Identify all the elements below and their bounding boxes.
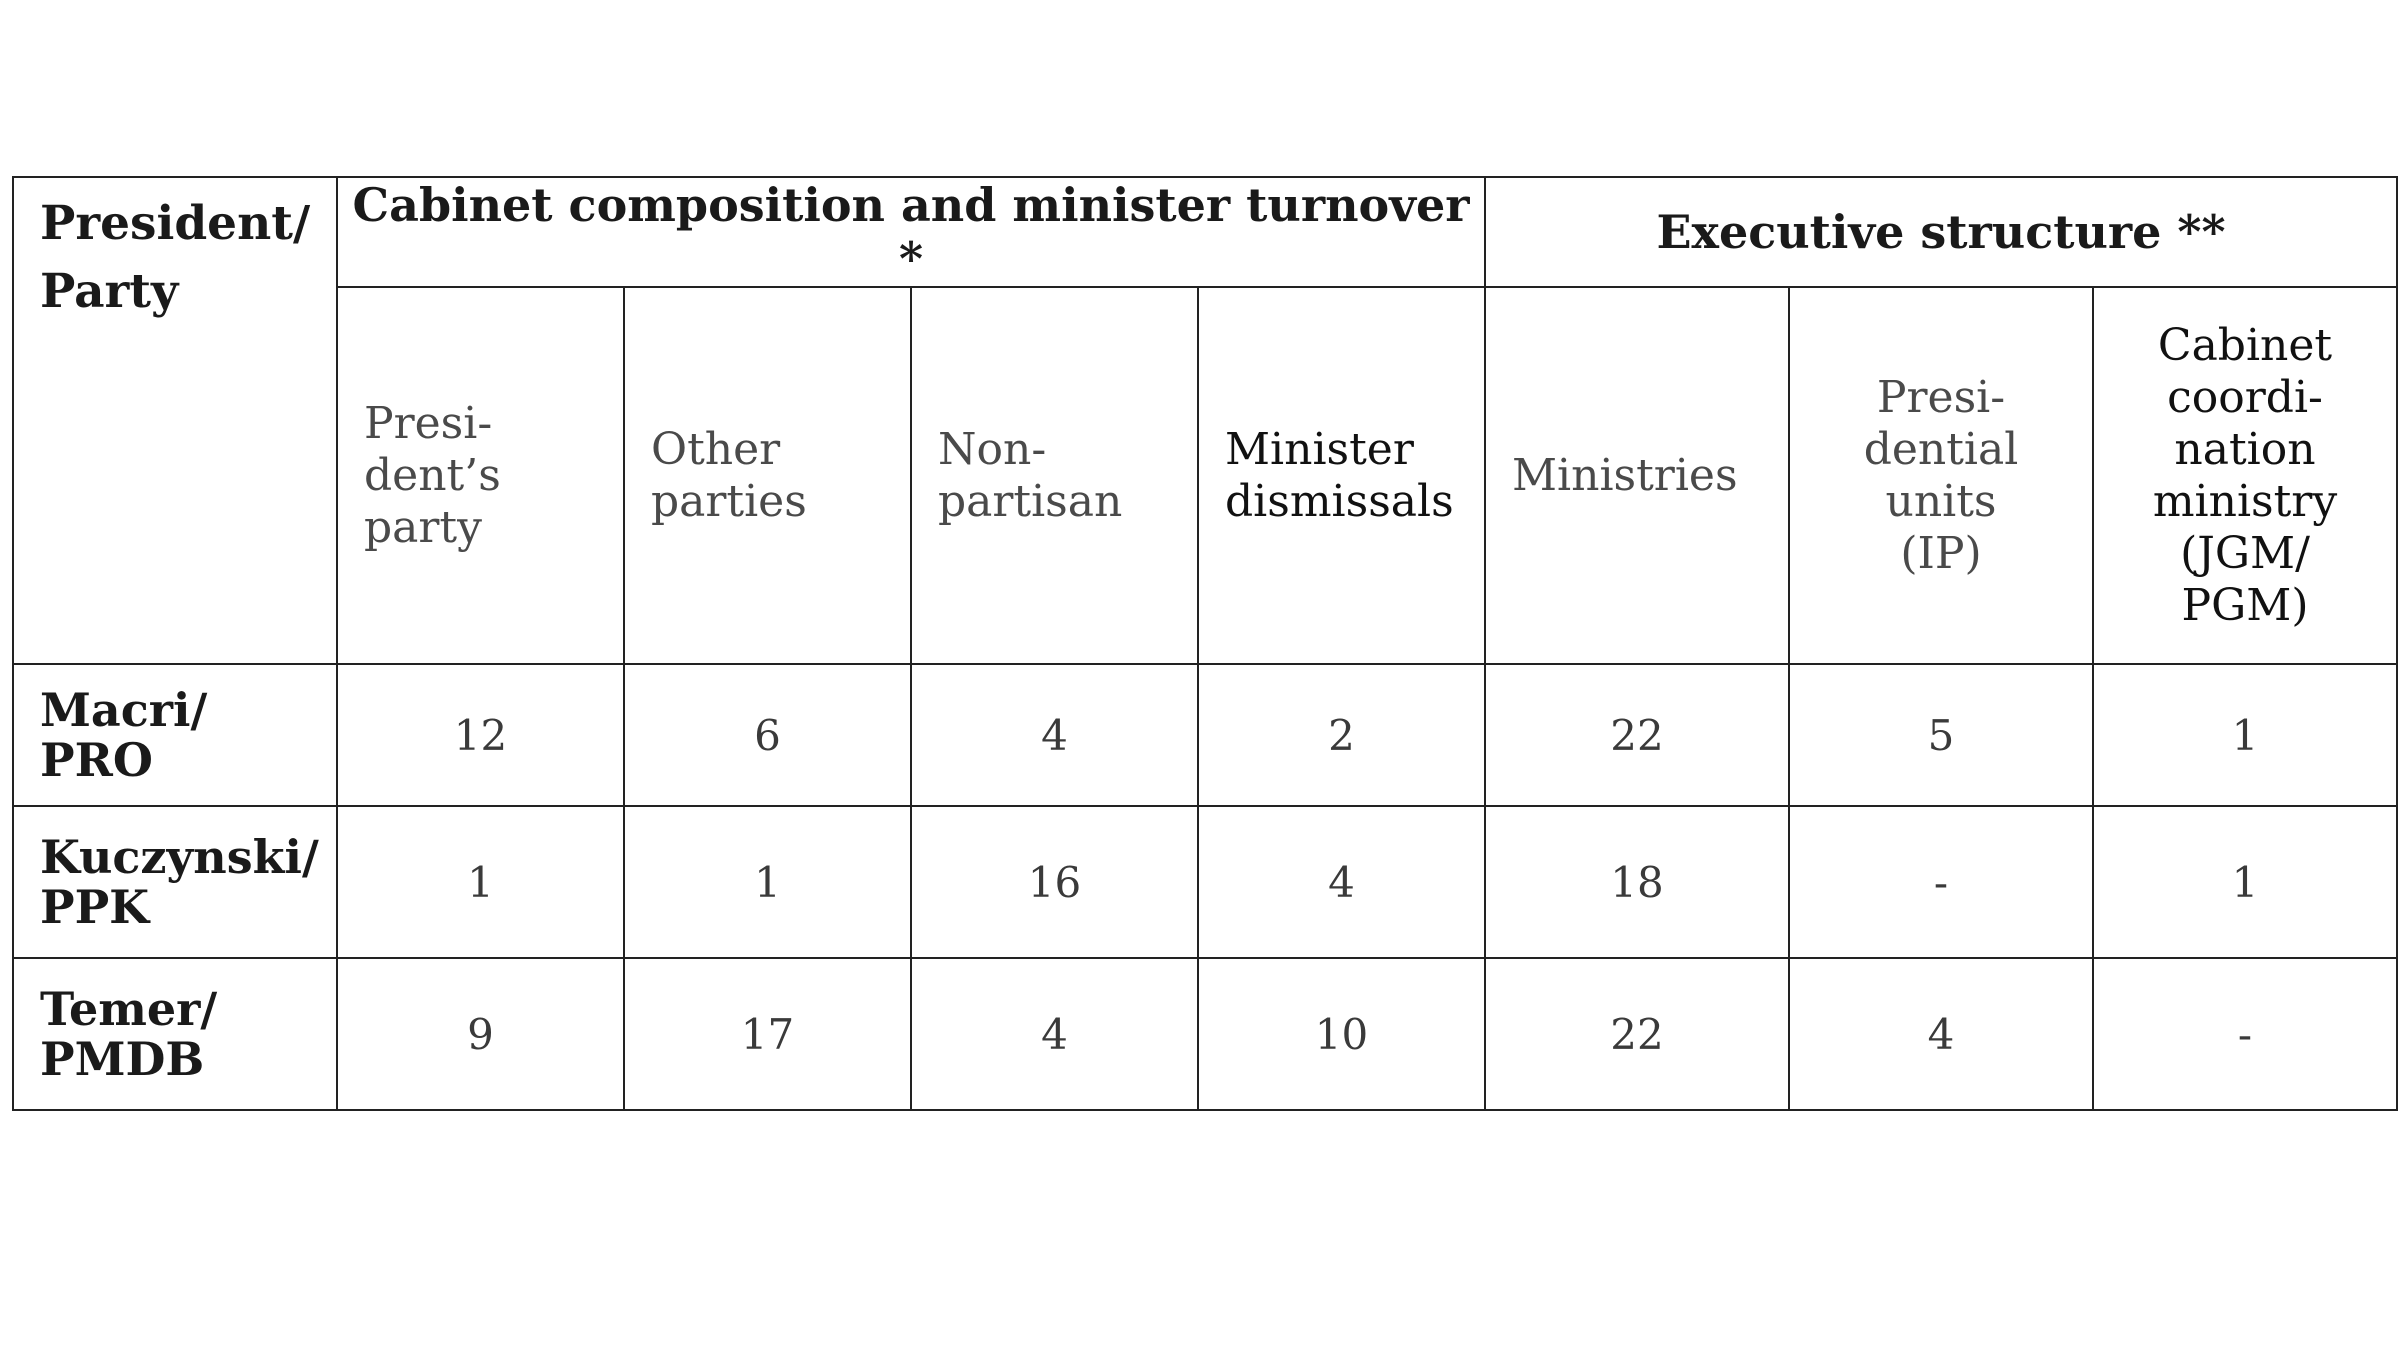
group-header-row: President/ Party Cabinet composition and…	[12, 176, 2399, 665]
table-cell: 10	[1197, 957, 1486, 1111]
column-header: Presi- dent’s party	[336, 286, 625, 665]
table-cell: 1	[2091, 805, 2399, 959]
table-cell: 22	[1484, 957, 1790, 1111]
table-cell: 1	[2091, 663, 2399, 807]
table-cell: 12	[336, 663, 625, 807]
cabinet-structure-table: President/ Party Cabinet composition and…	[12, 176, 2399, 1111]
column-header-row: Presi- dent’s party Other parties Non- p…	[13, 286, 2399, 665]
table-cell: 5	[1788, 663, 2094, 807]
table-cell: 4	[910, 663, 1199, 807]
column-header: Other parties	[623, 286, 912, 665]
column-header-text: Presi- dential units (IP)	[1863, 371, 2019, 579]
table-row: Macri/ PRO 12 6 4 2 22 5 1	[12, 663, 2399, 807]
corner-header: President/ Party	[12, 176, 338, 665]
table-cell: 1	[623, 805, 912, 959]
column-header: Cabinet coordi- nation ministry (JGM/ PG…	[2091, 286, 2399, 665]
corner-header-text: President/ Party	[40, 196, 311, 319]
column-header: Presi- dential units (IP)	[1788, 286, 2094, 665]
table-cell: 9	[336, 957, 625, 1111]
table-cell: 6	[623, 663, 912, 807]
table-cell: -	[1788, 805, 2094, 959]
table-cell: 16	[910, 805, 1199, 959]
table-cell: 1	[336, 805, 625, 959]
row-header: Kuczynski/ PPK	[12, 805, 338, 959]
table-cell: 18	[1484, 805, 1790, 959]
column-header: Ministries	[1484, 286, 1790, 665]
table-row: Temer/ PMDB 9 17 4 10 22 4 -	[12, 957, 2399, 1111]
row-header: Macri/ PRO	[12, 663, 338, 807]
table-cell: 4	[1788, 957, 2094, 1111]
row-header-text: Macri/ PRO	[40, 683, 208, 787]
group-header-executive: Executive structure **	[1483, 176, 2399, 288]
table-cell: 2	[1197, 663, 1486, 807]
table-row: Kuczynski/ PPK 1 1 16 4 18 - 1	[12, 805, 2399, 959]
row-header-text: Kuczynski/ PPK	[40, 830, 319, 934]
table-cell: 22	[1484, 663, 1790, 807]
column-header-text: Presi- dent’s party	[364, 397, 501, 553]
group-header-cabinet: Cabinet composition and minister turnove…	[336, 176, 1486, 288]
row-header-text: Temer/ PMDB	[40, 982, 218, 1086]
table-cell: 4	[1197, 805, 1486, 959]
column-header-text: Minister dismissals	[1225, 423, 1454, 527]
column-header-text: Cabinet coordi- nation ministry (JGM/ PG…	[2152, 319, 2338, 631]
column-header: Non- partisan	[910, 286, 1199, 665]
column-header-text: Non- partisan	[938, 423, 1123, 527]
table-cell: 17	[623, 957, 912, 1111]
column-header: Minister dismissals	[1197, 286, 1486, 665]
row-header: Temer/ PMDB	[12, 957, 338, 1111]
table-cell: -	[2091, 957, 2399, 1111]
table-cell: 4	[910, 957, 1199, 1111]
column-header-text: Other parties	[651, 423, 807, 527]
column-header-text: Ministries	[1512, 449, 1738, 501]
